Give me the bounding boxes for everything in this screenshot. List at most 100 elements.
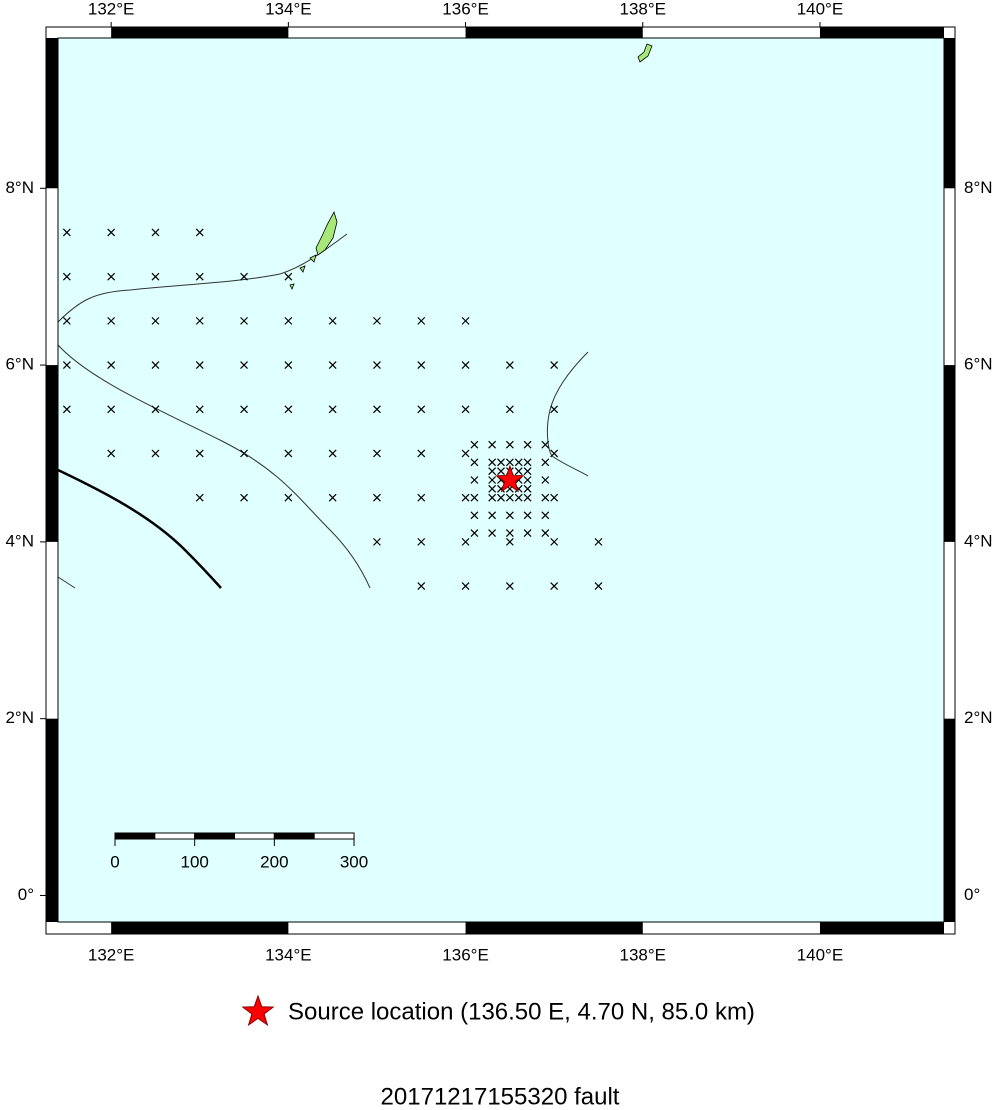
land bbox=[289, 43, 653, 290]
grid-point bbox=[541, 493, 550, 502]
grid-point bbox=[461, 493, 470, 502]
frame-band bbox=[944, 38, 955, 189]
grid-point bbox=[505, 511, 514, 520]
grid-point bbox=[417, 449, 426, 458]
grid-point bbox=[151, 449, 160, 458]
grid-point bbox=[470, 458, 479, 467]
y-tick-label: 6°N bbox=[5, 355, 34, 374]
grid-point bbox=[461, 361, 470, 370]
grid-point bbox=[523, 493, 532, 502]
grid-point bbox=[195, 316, 204, 325]
grid-point bbox=[151, 361, 160, 370]
scale-segment bbox=[194, 832, 236, 840]
grid-point bbox=[488, 467, 497, 476]
grid-point bbox=[195, 272, 204, 281]
grid-point bbox=[328, 361, 337, 370]
frame-band bbox=[944, 365, 955, 542]
grid-point bbox=[505, 440, 514, 449]
y-tick-label: 4°N bbox=[5, 531, 34, 550]
grid-point bbox=[550, 449, 559, 458]
grid-point bbox=[461, 537, 470, 546]
grid-point bbox=[497, 493, 505, 502]
grid-point bbox=[541, 440, 550, 449]
grid-point bbox=[541, 458, 550, 467]
grid-point bbox=[62, 272, 71, 281]
frame-band bbox=[46, 718, 58, 896]
grid-point bbox=[107, 405, 116, 414]
frame-band bbox=[819, 27, 944, 38]
y-tick-label: 0° bbox=[18, 885, 34, 904]
grid-point bbox=[107, 272, 116, 281]
island bbox=[315, 210, 338, 256]
grid-point bbox=[284, 449, 293, 458]
grid-point bbox=[505, 537, 514, 546]
grid-point bbox=[328, 449, 337, 458]
grid-point bbox=[488, 440, 497, 449]
grid-point bbox=[107, 449, 116, 458]
grid-point bbox=[328, 316, 337, 325]
grid-point bbox=[373, 361, 381, 370]
x-tick-label: 140°E bbox=[797, 945, 844, 964]
grid-point bbox=[195, 405, 204, 414]
y-tick-label: 0° bbox=[964, 885, 980, 904]
grid-point bbox=[151, 405, 160, 414]
grid-point bbox=[470, 493, 479, 502]
grid-point bbox=[523, 467, 532, 476]
grid-point bbox=[195, 493, 204, 502]
grid-point bbox=[62, 316, 71, 325]
grid-point bbox=[151, 316, 160, 325]
grid-point bbox=[240, 272, 248, 281]
source-marker bbox=[495, 464, 525, 493]
y-tick-label: 8°N bbox=[5, 178, 34, 197]
grid-point bbox=[284, 316, 293, 325]
island bbox=[299, 265, 306, 273]
grid-point bbox=[505, 493, 514, 502]
grid-point bbox=[523, 476, 532, 484]
grid-point bbox=[505, 361, 514, 370]
y-tick-label: 2°N bbox=[964, 708, 993, 727]
scale-bar: 0 100 200 300 bbox=[110, 832, 368, 871]
grid-point bbox=[284, 405, 293, 414]
trench-line bbox=[546, 351, 589, 477]
grid-point bbox=[550, 582, 559, 591]
grid-point bbox=[497, 458, 505, 467]
y-tick-label: 8°N bbox=[964, 178, 993, 197]
grid-point bbox=[417, 537, 426, 546]
trench-line bbox=[57, 576, 76, 589]
grid-point bbox=[505, 582, 514, 591]
scale-label: 100 bbox=[180, 852, 208, 871]
grid-point bbox=[488, 476, 497, 484]
grid-point bbox=[107, 228, 116, 237]
grid-point bbox=[523, 458, 532, 467]
grid-point bbox=[62, 405, 71, 414]
trench-line bbox=[57, 233, 348, 323]
grid-point bbox=[195, 228, 204, 237]
grid-point bbox=[470, 440, 479, 449]
grid-point bbox=[151, 272, 160, 281]
grid-point bbox=[240, 361, 248, 370]
grid-point bbox=[373, 493, 381, 502]
grid-point bbox=[417, 582, 426, 591]
scale-label: 200 bbox=[260, 852, 288, 871]
grid-point bbox=[514, 493, 523, 502]
grid-point bbox=[62, 361, 71, 370]
grid-point bbox=[505, 458, 514, 467]
scale-segment bbox=[234, 832, 275, 840]
grid-point bbox=[497, 467, 505, 476]
grid-point bbox=[417, 361, 426, 370]
x-tick-label: 136°E bbox=[442, 945, 489, 964]
grid-point bbox=[461, 449, 470, 458]
grid-point bbox=[488, 529, 497, 537]
frame-band bbox=[111, 922, 289, 934]
source-star bbox=[495, 464, 525, 493]
coastlines bbox=[57, 233, 589, 589]
x-tick-label: 134°E bbox=[265, 0, 312, 18]
frame-band bbox=[111, 27, 289, 38]
grid-point bbox=[541, 529, 550, 537]
island bbox=[289, 283, 295, 290]
grid-point bbox=[541, 511, 550, 520]
grid-point bbox=[470, 529, 479, 537]
grid-point bbox=[195, 361, 204, 370]
grid-point bbox=[514, 467, 523, 476]
grid-point bbox=[62, 228, 71, 237]
